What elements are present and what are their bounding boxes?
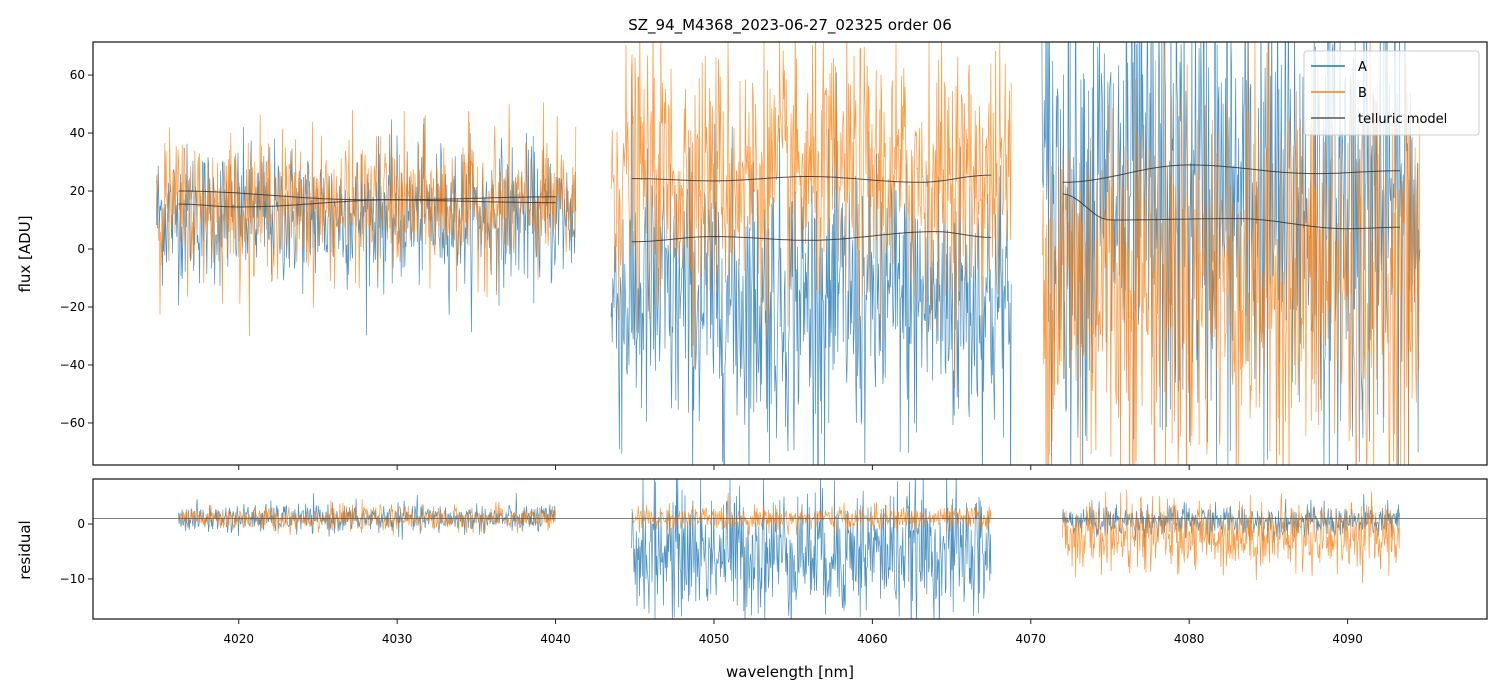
x-tick-label: 4060 [857,632,888,646]
series-b-segment-1 [156,102,577,337]
legend-label-a: A [1358,60,1367,75]
series-a-segment-2 [631,479,992,619]
legend-label-b: B [1358,86,1367,101]
axes-frame [92,478,1488,620]
telluric-model-curve-1 [178,190,556,204]
residual-panel: −10 0 4020 4030 4040 4050 4060 4070 4080 4090 [60,478,1488,646]
y-tick-label: 0 [77,242,85,256]
telluric-model-curve-3 [631,174,992,183]
y-tick-label: 0 [77,517,85,531]
plot-area [93,479,1487,619]
y-tick-label: −40 [60,358,85,372]
telluric-model-curve-2 [178,196,556,208]
y-tick-label: 40 [70,126,85,140]
series-b-segment-3 [1062,489,1401,583]
series-b-segment-1 [178,499,556,536]
chart-title: SZ_94_M4368_2023-06-27_02325 order 06 [628,16,952,35]
x-axis-label: wavelength [nm] [726,663,854,681]
plot-area [156,42,1421,465]
x-tick-label: 4070 [1016,632,1047,646]
flux-panel: −60 −40 −20 0 20 40 60 [60,41,1488,470]
x-tick-label: 4080 [1174,632,1205,646]
y-tick-label: −10 [60,572,85,586]
series-a-segment-2 [610,63,1012,465]
y-tick-label: 20 [70,184,85,198]
telluric-model-curve-4 [631,231,992,243]
axes-frame [92,41,1488,466]
x-tick-label: 4090 [1332,632,1363,646]
x-tick-label: 4050 [699,632,730,646]
telluric-model-curve-6 [1062,193,1400,230]
legend: A B telluric model [1303,50,1480,136]
legend-label-telluric: telluric model [1358,112,1447,127]
telluric-model-curve-5 [1062,164,1400,183]
y-axis-label-bottom: residual [16,520,34,579]
y-tick-label: −20 [60,300,85,314]
y-axis-label-top: flux [ADU] [16,215,34,292]
x-tick-label: 4020 [223,632,254,646]
series-b-segment-2 [610,42,1012,389]
series-b-segment-3 [1041,42,1421,465]
x-tick-label: 4030 [382,632,413,646]
series-b-segment-2 [631,492,992,537]
y-tick-label: −60 [60,416,85,430]
y-tick-label: 60 [70,68,85,82]
x-tick-label: 4040 [540,632,571,646]
